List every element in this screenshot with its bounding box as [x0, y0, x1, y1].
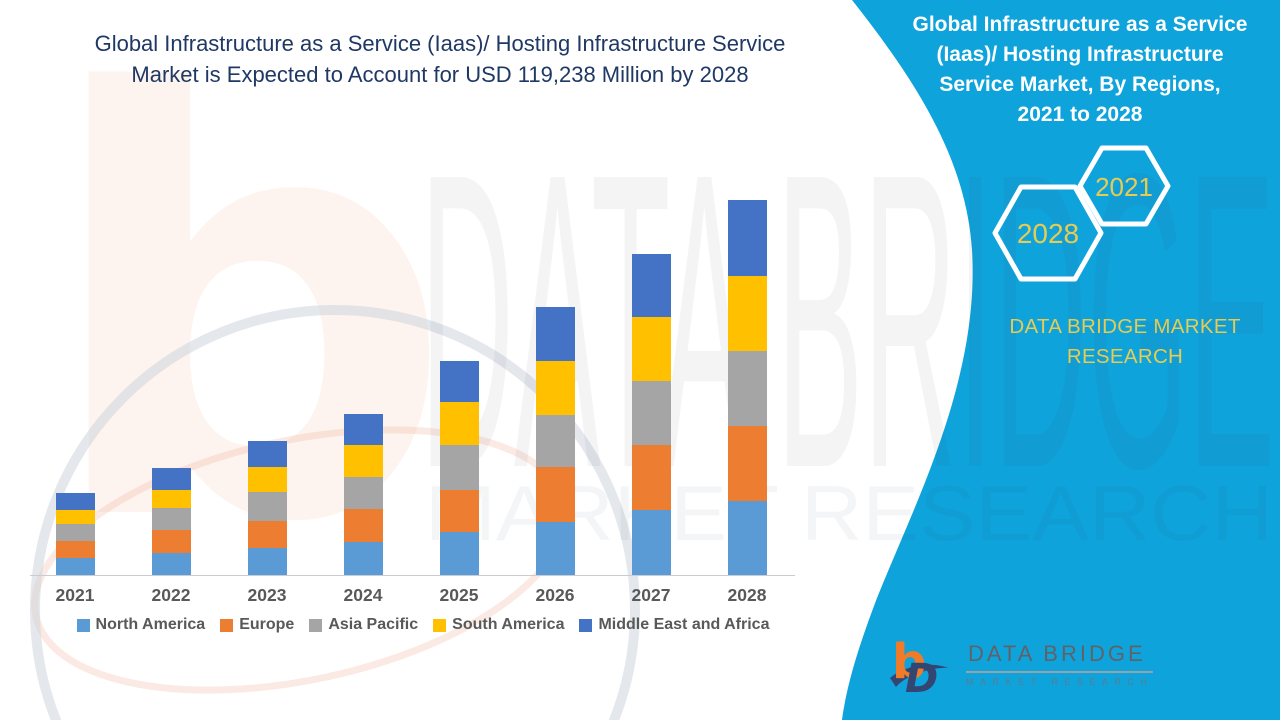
legend-item-europe: Europe [220, 616, 294, 634]
page-title: Global Infrastructure as a Service (Iaas… [94, 31, 786, 87]
panel-title: Global Infrastructure as a Service (Iaas… [912, 13, 1248, 126]
svg-text:b: b [892, 634, 926, 690]
segment-2028-asia-pacific [727, 350, 767, 426]
chart-legend: North America Europe Asia Pacific South Ame… [28, 616, 818, 634]
legend-item-middle-east-and-africa: Middle East and Africa [579, 616, 769, 634]
circle-watermark [30, 305, 640, 720]
x-tick-2023: 2023 [247, 585, 287, 605]
segment-2026-north-america [535, 521, 575, 575]
segment-2028-middle-east-and-africa [727, 200, 767, 276]
footer-logo: b D DATA BRIDGE MARKET RESEARCH [888, 634, 1154, 694]
stacked-bar-chart [30, 190, 795, 576]
x-tick-2027: 2027 [631, 585, 671, 605]
legend-label: North America [95, 616, 206, 633]
segment-2027-europe [631, 445, 671, 510]
legend-item-north-america: North America [76, 616, 206, 634]
segment-2021-south-america [55, 510, 95, 524]
brand-name: DATA BRIDGE MARKET RESEARCH [1009, 315, 1241, 368]
x-axis-labels: 2021 2022 2023 2024 2025 2026 2027 2028 [30, 585, 795, 607]
legend-item-asia-pacific: Asia Pacific [309, 616, 418, 634]
legend-swatch [309, 618, 323, 632]
footer-logo-tagline: MARKET RESEARCH [966, 677, 1154, 687]
segment-2025-north-america [439, 531, 479, 575]
segment-2028-europe [727, 425, 767, 501]
legend-swatch [433, 618, 447, 632]
segment-2024-asia-pacific [343, 476, 383, 510]
segment-2022-middle-east-and-africa [151, 467, 191, 491]
segment-2026-middle-east-and-africa [535, 306, 575, 361]
hexagon-2021: 2021 [1077, 145, 1171, 227]
segment-2026-asia-pacific [535, 414, 575, 468]
segment-2024-europe [343, 509, 383, 542]
segment-2021-middle-east-and-africa [55, 493, 95, 511]
legend-label: Asia Pacific [328, 616, 419, 633]
segment-2026-south-america [535, 360, 575, 415]
segment-2022-asia-pacific [151, 508, 191, 531]
blue-panel-shape [842, 0, 1280, 720]
segment-2023-north-america [247, 548, 287, 575]
x-tick-2026: 2026 [535, 585, 575, 605]
x-tick-2024: 2024 [343, 585, 383, 605]
segment-2027-south-america [631, 316, 671, 382]
segment-2024-south-america [343, 445, 383, 477]
segment-2021-north-america [55, 558, 95, 575]
segment-2025-europe [439, 489, 479, 532]
legend-label: South America [452, 616, 565, 633]
segment-2022-south-america [151, 490, 191, 509]
bar-2021 [55, 493, 95, 575]
segment-2021-europe [55, 541, 95, 559]
segment-2022-north-america [151, 553, 191, 575]
x-tick-2021: 2021 [55, 585, 95, 605]
segment-2023-south-america [247, 466, 287, 492]
hexagon-2028-label: 2028 [1017, 218, 1079, 249]
legend-swatch [579, 618, 593, 632]
segment-2028-north-america [727, 500, 767, 575]
segment-2024-north-america [343, 541, 383, 575]
segment-2025-asia-pacific [439, 444, 479, 490]
bar-2027 [631, 253, 671, 575]
segment-2027-north-america [631, 509, 671, 575]
legend-item-south-america: South America [433, 616, 564, 634]
segment-2022-europe [151, 530, 191, 554]
segment-2025-south-america [439, 401, 479, 445]
hexagon-2028: 2028 [992, 184, 1104, 282]
svg-text:D: D [905, 656, 938, 694]
x-tick-2025: 2025 [439, 585, 479, 605]
segment-2024-middle-east-and-africa [343, 414, 383, 446]
segment-2023-asia-pacific [247, 491, 287, 521]
databridge-logo-icon: b D [890, 634, 948, 694]
segment-2027-middle-east-and-africa [631, 253, 671, 317]
x-tick-2028: 2028 [727, 585, 767, 605]
bar-2023 [247, 441, 287, 575]
hexagon-2021-label: 2021 [1095, 172, 1153, 202]
bar-2025 [439, 361, 479, 575]
footer-logo-name: DATA BRIDGE [966, 641, 1154, 673]
segment-2021-asia-pacific [55, 523, 95, 542]
legend-label: Europe [239, 616, 295, 633]
legend-swatch [220, 618, 234, 632]
x-tick-2022: 2022 [151, 585, 191, 605]
segment-2027-asia-pacific [631, 381, 671, 446]
legend-label: Middle East and Africa [598, 616, 770, 633]
bar-2022 [151, 467, 191, 575]
segment-2028-south-america [727, 275, 767, 351]
legend-swatch [76, 618, 90, 632]
segment-2025-middle-east-and-africa [439, 361, 479, 402]
bar-2026 [535, 306, 575, 575]
bar-2028 [727, 200, 767, 575]
segment-2023-middle-east-and-africa [247, 441, 287, 467]
segment-2023-europe [247, 520, 287, 549]
bar-2024 [343, 414, 383, 575]
segment-2026-europe [535, 467, 575, 522]
